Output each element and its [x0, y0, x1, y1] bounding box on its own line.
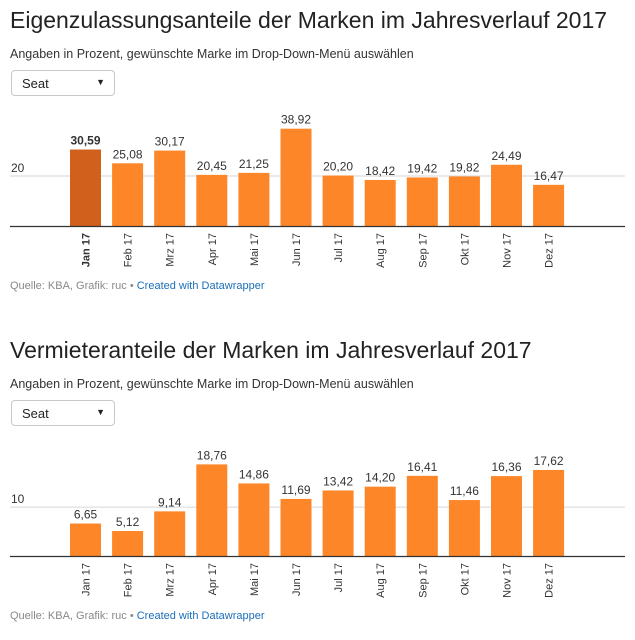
category-label: Aug 17 [375, 233, 387, 268]
value-label: 16,41 [407, 460, 437, 474]
bar-chart-vermieter: 10 6,65 Jan 17 5,12 Feb 17 9,14 Mrz 17 18,76 Apr… [10, 448, 625, 598]
chart-block-eigenzulassung: Eigenzulassungsanteile der Marken im Jah… [10, 0, 625, 292]
bar[interactable] [406, 475, 438, 556]
source-text: Quelle: KBA, Grafik: ruc • [10, 280, 137, 292]
category-label: Dez 17 [544, 233, 556, 268]
bar[interactable] [322, 175, 354, 227]
bar[interactable] [280, 498, 312, 556]
category-label: Apr 17 [207, 563, 219, 595]
value-label: 38,92 [281, 113, 311, 127]
category-label: Jun 17 [291, 233, 303, 266]
chart-title: Eigenzulassungsanteile der Marken im Jah… [10, 7, 608, 33]
bar[interactable] [238, 172, 270, 226]
value-label: 5,12 [116, 515, 140, 529]
value-label: 24,49 [491, 149, 521, 163]
category-label: Jun 17 [291, 563, 303, 596]
value-label: 11,69 [281, 483, 310, 497]
source-text: Quelle: KBA, Grafik: ruc • [10, 610, 137, 622]
value-label: 30,17 [155, 135, 185, 149]
category-label: Jan 17 [81, 233, 93, 267]
category-label: Sep 17 [417, 563, 429, 598]
bar[interactable] [406, 177, 438, 226]
category-label: Apr 17 [207, 233, 219, 265]
category-label: Sep 17 [417, 233, 429, 268]
category-label: Feb 17 [123, 563, 135, 597]
value-label: 25,08 [113, 147, 143, 161]
bar[interactable] [364, 179, 396, 226]
bar[interactable] [533, 469, 565, 556]
value-label: 16,47 [534, 169, 564, 183]
dropdown-selected-value: Seat [22, 406, 49, 421]
bar[interactable] [196, 464, 228, 556]
value-label: 14,20 [365, 471, 395, 485]
bar[interactable] [154, 511, 186, 556]
category-label: Jul 17 [333, 233, 345, 262]
category-label: Mai 17 [249, 563, 261, 596]
category-label: Aug 17 [375, 563, 387, 598]
value-label: 30,59 [70, 134, 100, 148]
source-line: Quelle: KBA, Grafik: ruc • Created with … [10, 280, 265, 292]
category-label: Okt 17 [459, 233, 471, 265]
value-label: 18,42 [365, 164, 395, 178]
category-label: Okt 17 [459, 563, 471, 595]
value-label: 20,45 [197, 159, 227, 173]
brand-dropdown[interactable]: Seat ▼ [11, 70, 115, 96]
value-label: 6,65 [74, 508, 98, 522]
category-label: Mrz 17 [165, 233, 177, 267]
caret-down-icon: ▼ [96, 407, 105, 417]
bar[interactable] [491, 164, 522, 226]
bar[interactable] [112, 530, 144, 556]
category-label: Feb 17 [123, 233, 135, 267]
bar[interactable] [196, 174, 228, 226]
chart-subtitle: Angaben in Prozent, gewünschte Marke im … [10, 377, 414, 391]
bar[interactable] [280, 128, 312, 226]
bar[interactable] [322, 490, 354, 556]
value-label: 14,86 [239, 467, 269, 481]
datawrapper-link[interactable]: Created with Datawrapper [136, 610, 265, 622]
brand-dropdown[interactable]: Seat ▼ [11, 400, 115, 426]
value-label: 19,42 [407, 161, 437, 175]
category-label: Mrz 17 [165, 563, 177, 597]
value-label: 16,36 [491, 460, 521, 474]
value-label: 17,62 [534, 454, 564, 468]
y-tick-label: 10 [11, 492, 25, 506]
category-label: Jan 17 [81, 563, 93, 596]
y-tick-label: 20 [11, 161, 25, 175]
category-label: Mai 17 [249, 233, 261, 266]
bar-chart-eigenzulassung: 20 30,59 Jan 17 25,08 Feb 17 30,17 Mrz 17 20,45… [10, 113, 625, 268]
datawrapper-link[interactable]: Created with Datawrapper [136, 280, 265, 292]
bar[interactable] [533, 184, 565, 226]
bar[interactable] [70, 149, 101, 226]
category-label: Nov 17 [502, 563, 514, 598]
value-label: 18,76 [197, 448, 227, 462]
category-label: Dez 17 [544, 563, 556, 598]
value-label: 11,46 [450, 484, 479, 498]
bar[interactable] [70, 523, 101, 556]
bar[interactable] [154, 150, 186, 226]
bar[interactable] [448, 176, 480, 226]
value-label: 21,25 [239, 157, 269, 171]
bar[interactable] [112, 163, 144, 226]
value-label: 13,42 [323, 474, 353, 488]
dropdown-selected-value: Seat [22, 76, 49, 91]
bar[interactable] [364, 486, 396, 556]
chart-title: Vermieteranteile der Marken im Jahresver… [10, 337, 532, 363]
value-label: 19,82 [449, 160, 479, 174]
bar[interactable] [491, 476, 522, 556]
value-label: 20,20 [323, 160, 353, 174]
value-label: 9,14 [158, 495, 182, 509]
category-label: Jul 17 [333, 563, 345, 592]
bar[interactable] [238, 483, 270, 556]
caret-down-icon: ▼ [96, 77, 105, 87]
chart-block-vermieter: Vermieteranteile der Marken im Jahresver… [10, 330, 625, 622]
category-label: Nov 17 [502, 233, 514, 268]
chart-subtitle: Angaben in Prozent, gewünschte Marke im … [10, 47, 414, 61]
bar[interactable] [448, 500, 480, 556]
source-line: Quelle: KBA, Grafik: ruc • Created with … [10, 610, 265, 622]
